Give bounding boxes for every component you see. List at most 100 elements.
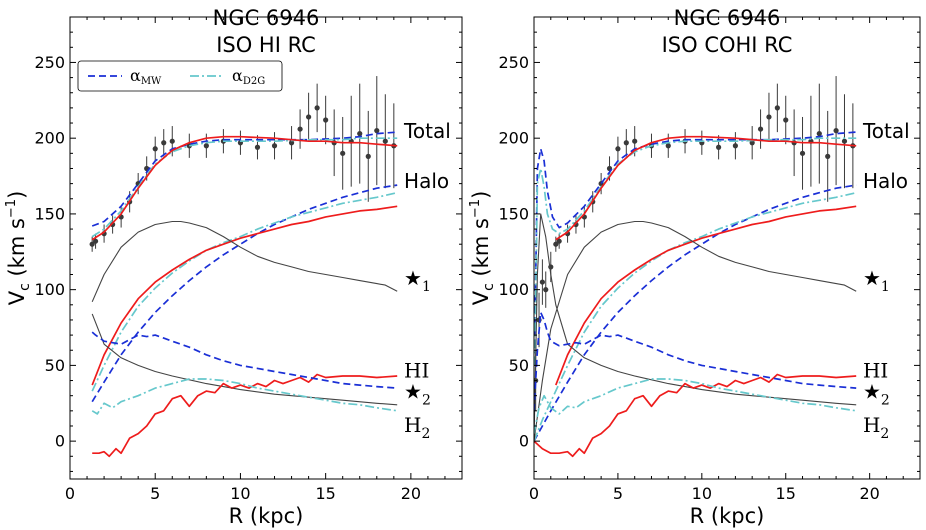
series-line xyxy=(534,222,856,442)
series-line xyxy=(92,375,397,457)
series-line xyxy=(92,206,397,385)
data-point xyxy=(632,139,637,144)
x-tick-label: 20 xyxy=(859,484,879,503)
component-label-math: ★2 xyxy=(404,380,431,409)
y-label-exponent: −1 xyxy=(4,199,19,218)
data-point xyxy=(775,105,780,110)
x-axis-label: R (kpc) xyxy=(229,504,304,528)
label-subscript: 2 xyxy=(880,426,889,442)
x-tick-label: 5 xyxy=(613,484,623,503)
component-label: Halo xyxy=(863,169,908,193)
x-tick-label: 15 xyxy=(315,484,335,503)
y-tick-label: 150 xyxy=(498,204,529,223)
x-tick-label: 0 xyxy=(65,484,75,503)
component-label: Halo xyxy=(404,169,449,193)
y-axis-label: Vc (km s−1) xyxy=(4,191,33,306)
label-symbol: ★ xyxy=(404,266,422,290)
data-point xyxy=(323,117,328,122)
legend-symbol: α xyxy=(130,66,141,85)
legend-subscript: D2G xyxy=(243,76,265,87)
label-symbol: ★ xyxy=(404,380,422,404)
data-point xyxy=(315,105,320,110)
x-tick-label: 0 xyxy=(529,484,539,503)
y-tick-label: 0 xyxy=(519,432,529,451)
series-line xyxy=(92,332,397,388)
data-point xyxy=(666,143,671,148)
data-point xyxy=(624,140,629,145)
y-label-sub: c xyxy=(481,283,497,291)
label-subscript: 1 xyxy=(422,279,431,295)
legend: αMW αD2G xyxy=(78,61,282,91)
y-tick-label: 250 xyxy=(34,53,65,72)
component-label-math: H2 xyxy=(863,413,889,442)
data-point xyxy=(383,139,388,144)
y-tick-label: 50 xyxy=(45,356,65,375)
label-subscript: 2 xyxy=(881,393,890,409)
series-line xyxy=(534,375,856,457)
component-label: Total xyxy=(403,119,451,143)
series-line xyxy=(92,314,397,405)
y-label-units: (km s xyxy=(469,218,493,283)
series-line xyxy=(535,138,856,365)
data-point xyxy=(272,143,277,148)
data-point xyxy=(716,145,721,150)
y-label-main: V xyxy=(5,290,29,305)
data-point xyxy=(306,114,311,119)
data-point xyxy=(817,131,822,136)
y-tick-label: 150 xyxy=(34,204,65,223)
plot-area xyxy=(90,76,398,456)
y-tick-label: 200 xyxy=(34,129,65,148)
data-point xyxy=(783,117,788,122)
component-label-math: ★1 xyxy=(404,266,431,295)
label-subscript: 2 xyxy=(422,393,431,409)
x-tick-label: 5 xyxy=(150,484,160,503)
data-point xyxy=(161,140,166,145)
legend-symbol: α xyxy=(232,66,243,85)
x-tick-label: 20 xyxy=(401,484,421,503)
figure: 0 5 10 15 20050100150200250NGC 6946ISO HI RC… xyxy=(0,0,926,530)
data-point xyxy=(153,146,158,151)
component-label-math: ★2 xyxy=(863,380,890,409)
data-point xyxy=(255,145,260,150)
component-label-math: ★1 xyxy=(863,266,890,295)
y-tick-label: 200 xyxy=(498,129,529,148)
series-line xyxy=(92,193,397,391)
y-label-close: ) xyxy=(469,191,493,199)
label-symbol: ★ xyxy=(863,380,881,404)
data-point xyxy=(340,151,345,156)
y-label-main: V xyxy=(469,290,493,305)
data-point xyxy=(766,114,771,119)
data-point xyxy=(548,264,553,269)
x-tick-label: 10 xyxy=(230,484,250,503)
data-point xyxy=(800,151,805,156)
x-tick-label: 15 xyxy=(776,484,796,503)
y-axis-label: Vc (km s−1) xyxy=(468,191,497,306)
data-point xyxy=(825,154,830,159)
series-line xyxy=(92,185,397,402)
label-subscript: 1 xyxy=(881,279,890,295)
x-axis-label: R (kpc) xyxy=(690,504,765,528)
series-line xyxy=(556,206,856,385)
data-point xyxy=(366,154,371,159)
series-line xyxy=(92,379,397,414)
data-point xyxy=(842,139,847,144)
chart-subtitle: ISO HI RC xyxy=(216,33,316,57)
label-subscript: 2 xyxy=(422,426,431,442)
plot-frame xyxy=(534,17,920,479)
y-label-units: (km s xyxy=(5,218,29,283)
y-tick-label: 50 xyxy=(509,356,529,375)
chart-title: NGC 6946 xyxy=(213,6,320,30)
y-tick-label: 0 xyxy=(55,432,65,451)
y-tick-label: 250 xyxy=(498,53,529,72)
legend-subscript: MW xyxy=(141,76,162,87)
label-symbol: H xyxy=(404,413,421,437)
y-label-close: ) xyxy=(5,191,29,199)
data-point xyxy=(615,146,620,151)
y-tick-label: 100 xyxy=(34,280,65,299)
x-tick-label: 10 xyxy=(692,484,712,503)
y-label-sub: c xyxy=(17,283,33,291)
axes: 0 5 10 15 20050100150200250 xyxy=(498,17,920,503)
data-point xyxy=(540,279,545,284)
